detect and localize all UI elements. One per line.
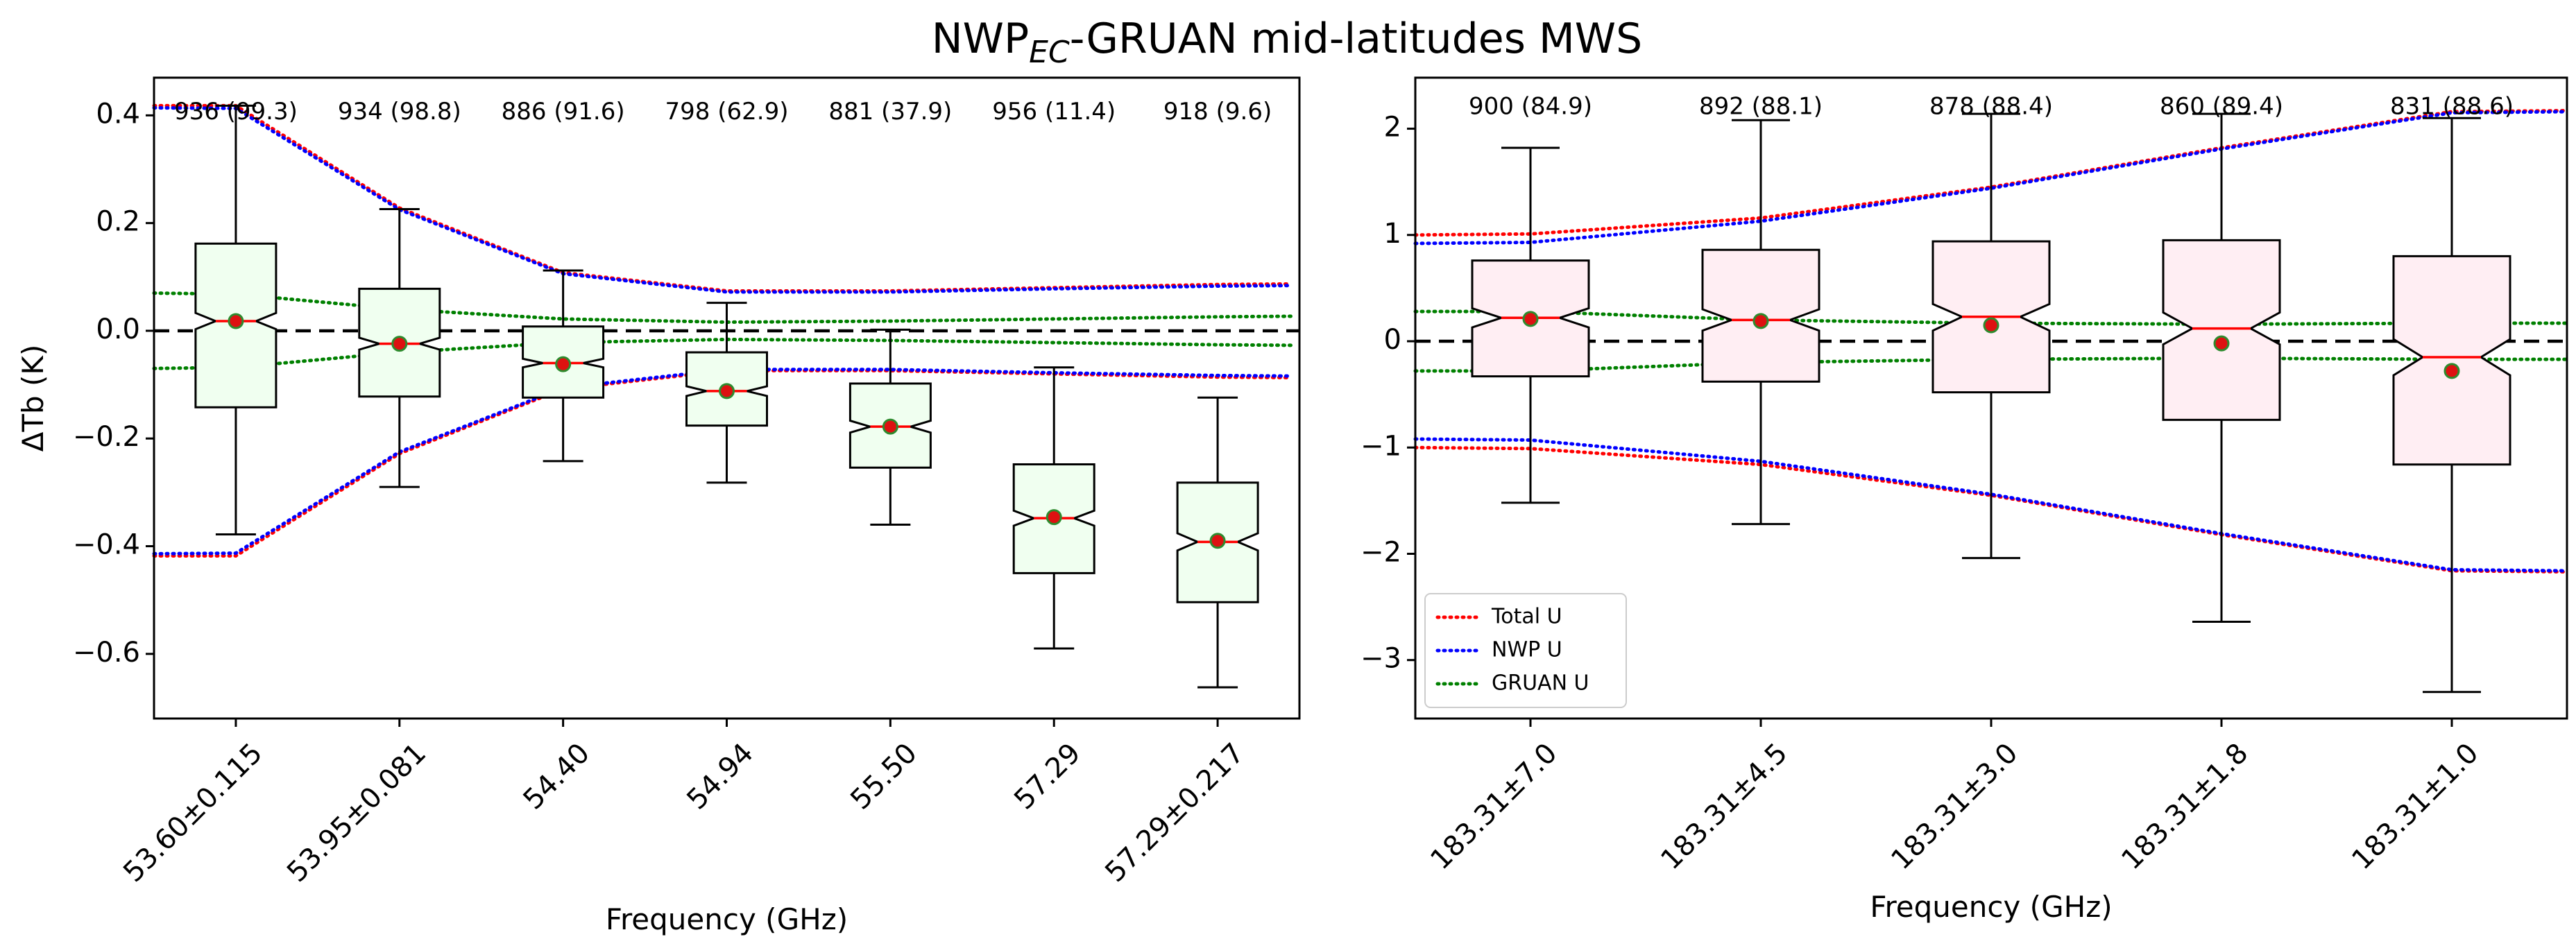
y-tick-label: −2 (1360, 536, 1401, 568)
y-tick-label: −0.4 (73, 529, 140, 561)
box-5 (2392, 117, 2511, 694)
y-tick-label: 0 (1384, 324, 1401, 356)
box-1 (1471, 146, 1590, 504)
y-tick-label: −0.6 (73, 637, 140, 669)
box-2 (1701, 119, 1820, 526)
y-tick-label: 2 (1384, 112, 1401, 144)
legend-gruan-label: GRUAN U (1492, 671, 1589, 696)
mean-marker (2443, 363, 2460, 379)
mean-marker (555, 356, 572, 372)
title-subscript: EC (1029, 35, 1070, 70)
x-axis-label: Frequency (GHz) (1870, 890, 2112, 924)
x-axis-label: Frequency (GHz) (606, 902, 848, 936)
y-tick-label: 0.0 (96, 313, 140, 345)
box-4 (685, 302, 768, 484)
box-6 (1012, 366, 1095, 650)
x-tick-label: 183.31±7.0 (1424, 737, 1563, 876)
x-tick-label: 53.95±0.081 (281, 737, 432, 888)
y-tick-label: 0.4 (96, 98, 140, 130)
box-3 (522, 269, 605, 463)
y-tick-label: −0.2 (73, 421, 140, 453)
mean-marker (228, 313, 244, 329)
title-main: NWP (932, 15, 1029, 63)
box-2 (358, 207, 441, 488)
mean-marker (1752, 313, 1769, 329)
sample-count-label: 878 (88.4) (1929, 92, 2053, 120)
box-7 (1176, 396, 1259, 689)
box-5 (848, 328, 932, 526)
title-rest: -GRUAN mid-latitudes MWS (1070, 15, 1643, 63)
sample-count-label: 886 (91.6) (502, 98, 625, 126)
x-tick-label: 53.60±0.115 (117, 737, 268, 888)
gruan-u-upper-line (152, 291, 1293, 325)
mean-marker (719, 383, 735, 399)
sample-count-label: 798 (62.9) (665, 98, 789, 126)
sample-count-label: 900 (84.9) (1469, 92, 1592, 120)
x-tick-label: 183.31±3.0 (1885, 737, 2024, 876)
mean-marker (1046, 509, 1062, 526)
x-tick-label: 55.50 (844, 737, 923, 816)
total-u-upper-line (152, 103, 1293, 293)
mean-marker (1522, 311, 1539, 327)
legend-total-label: Total U (1491, 605, 1562, 629)
legend-frame (1424, 593, 1627, 708)
sample-count-label: 934 (98.8) (338, 98, 461, 126)
box-body (2162, 239, 2281, 421)
box-4 (2162, 112, 2281, 624)
x-tick-label: 57.29±0.217 (1099, 737, 1250, 888)
box-3 (1931, 112, 2051, 560)
y-tick-label: 1 (1384, 218, 1401, 250)
mean-marker (882, 418, 898, 435)
legend-nwp-label: NWP U (1492, 638, 1562, 662)
y-tick-label: −1 (1360, 430, 1401, 462)
x-tick-label: 57.29 (1008, 737, 1087, 816)
mean-marker (1209, 533, 1226, 549)
x-tick-label: 183.31±4.5 (1655, 737, 1793, 876)
x-tick-label: 54.40 (518, 737, 597, 816)
mean-marker (391, 336, 408, 352)
legend: Total U NWP U GRUAN U (1424, 593, 1627, 708)
left-panel: 936 (99.3) 934 (98.8) 886 (91.6) 798 (62.9)… (16, 76, 1301, 936)
sample-count-label: 831 (88.6) (2390, 92, 2514, 120)
right-panel: 900 (84.9) 892 (88.1) 878 (88.4) 860 (89.4)… (1360, 76, 2569, 924)
sample-count-label: 956 (11.4) (992, 98, 1116, 126)
nwp-u-upper-line (152, 106, 1293, 294)
box-body (2392, 255, 2511, 466)
sample-count-label: 881 (37.9) (828, 98, 952, 126)
sample-count-label: 918 (9.6) (1163, 98, 1272, 126)
y-axis-label: ΔTb (K) (16, 345, 50, 452)
x-tick-label: 183.31±1.0 (2346, 737, 2484, 876)
mean-marker (1983, 317, 1999, 334)
sample-count-label: 936 (99.3) (174, 98, 298, 126)
sample-count-label: 892 (88.1) (1699, 92, 1823, 120)
sample-count-label: 860 (89.4) (2160, 92, 2283, 120)
y-tick-label: −3 (1360, 643, 1401, 675)
x-tick-label: 183.31±1.8 (2115, 737, 2254, 876)
y-tick-label: 0.2 (96, 206, 140, 238)
box-1 (194, 104, 278, 535)
x-tick-label: 54.94 (681, 737, 760, 816)
figure-title: NWPEC-GRUAN mid-latitudes MWS (932, 15, 1642, 70)
mean-marker (2213, 335, 2230, 352)
